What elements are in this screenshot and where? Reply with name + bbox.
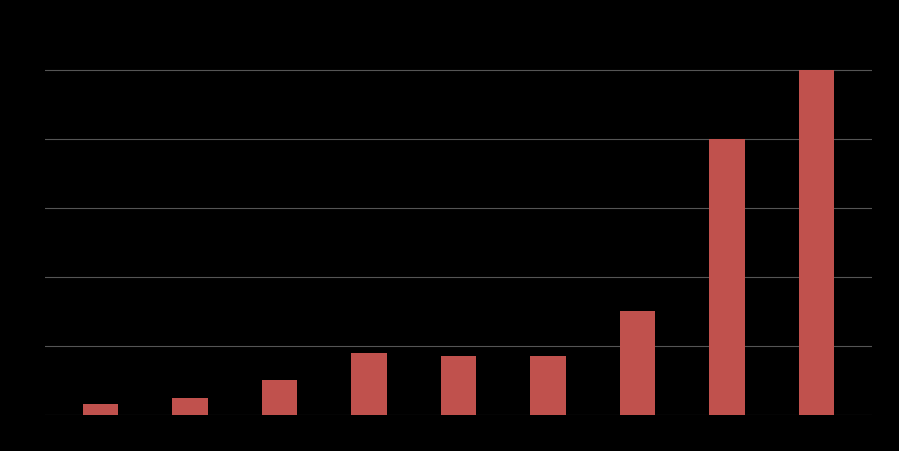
Bar — [83, 405, 119, 415]
Bar — [262, 381, 298, 415]
Bar — [619, 312, 655, 415]
Bar — [352, 353, 387, 415]
Bar — [172, 398, 208, 415]
Bar — [709, 139, 745, 415]
Bar — [530, 356, 565, 415]
Bar — [441, 356, 476, 415]
Bar — [798, 70, 834, 415]
